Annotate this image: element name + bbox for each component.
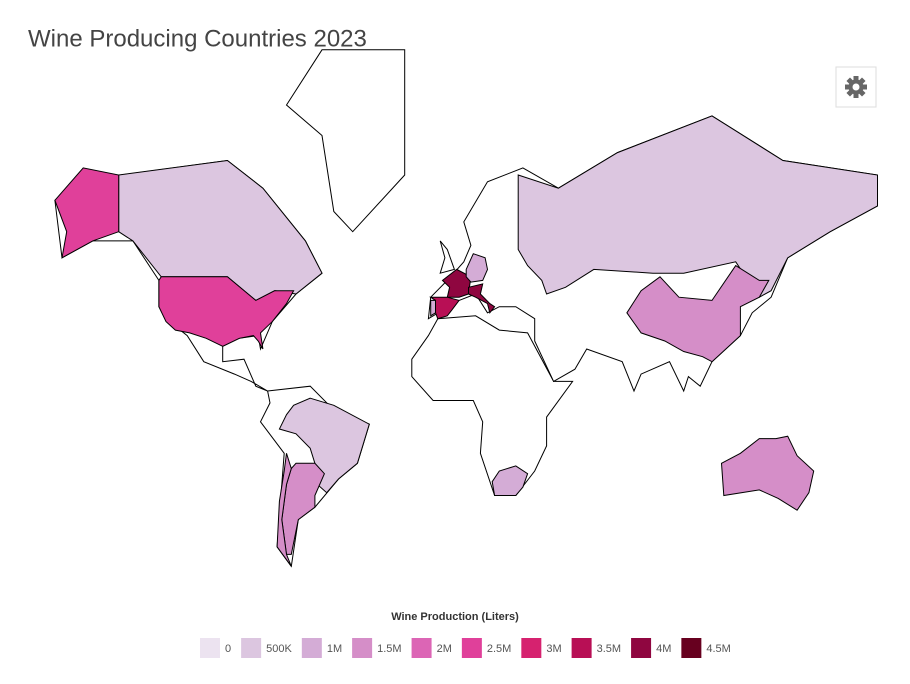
legend-label: 1M: [327, 643, 342, 655]
gear-icon[interactable]: [845, 76, 867, 98]
legend-label: 2.5M: [487, 643, 511, 655]
legend-swatch: [571, 638, 592, 658]
region: [468, 283, 496, 314]
legend-label: 3M: [546, 643, 561, 655]
legend-label: 3.5M: [597, 643, 621, 655]
legend-swatch: [200, 638, 220, 658]
legend-swatch: [461, 638, 482, 658]
legend-swatch: [301, 638, 322, 658]
region: [276, 453, 292, 567]
land: [411, 315, 574, 496]
region: [517, 115, 878, 298]
map: [54, 49, 878, 568]
land: [439, 240, 456, 274]
legend-label: 500K: [266, 643, 292, 655]
legend: 0 500K 1M 1.5M 2M 2.5M 3M 3.5M 4M 4.5M: [200, 638, 731, 658]
region: [720, 435, 815, 511]
region: [158, 276, 295, 350]
region: [430, 299, 436, 317]
legend-swatch: [411, 638, 432, 658]
region: [54, 167, 120, 259]
legend-label: 4.5M: [706, 643, 730, 655]
legend-title: Wine Production (Liters): [391, 611, 519, 623]
legend-label: 4M: [656, 643, 671, 655]
legend-swatch: [241, 638, 262, 658]
region: [441, 268, 472, 298]
chart-title: Wine Producing Countries 2023: [28, 25, 367, 52]
settings-button[interactable]: [835, 66, 877, 108]
legend-label: 0: [225, 643, 231, 655]
region: [465, 253, 489, 283]
legend-swatch: [521, 638, 542, 658]
legend-label: 1.5M: [377, 643, 401, 655]
legend-swatch: [352, 638, 373, 658]
legend-swatch: [631, 638, 652, 658]
legend-label: 2M: [437, 643, 452, 655]
region: [626, 264, 770, 363]
land: [285, 49, 406, 233]
region: [491, 465, 529, 496]
legend-swatch: [681, 638, 702, 658]
